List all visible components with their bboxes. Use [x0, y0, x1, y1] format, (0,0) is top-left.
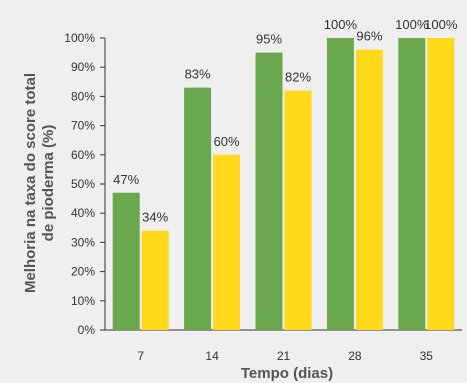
data-label: 95%	[256, 32, 282, 47]
data-label: 96%	[356, 29, 382, 44]
bar	[284, 90, 312, 330]
y-tick-label: 90%	[71, 60, 95, 74]
bar	[326, 38, 354, 330]
y-axis-title: Melhoria na taxa do score total de piode…	[22, 73, 57, 293]
y-tick-label: 100%	[64, 31, 95, 45]
y-tick-label: 30%	[71, 235, 95, 249]
y-tick-label: 20%	[71, 265, 95, 279]
x-tick-label: 7	[137, 349, 144, 363]
data-label: 100%	[424, 17, 458, 32]
bar	[355, 49, 383, 331]
y-tick-label: 70%	[71, 119, 95, 133]
y-tick-label: 50%	[71, 177, 95, 191]
bar	[255, 52, 283, 330]
data-label: 60%	[214, 134, 240, 149]
data-label: 82%	[285, 70, 311, 85]
bars-group	[112, 38, 455, 331]
y-tick-label: 40%	[71, 206, 95, 220]
bar	[427, 38, 455, 330]
x-tick-label: 35	[420, 349, 434, 363]
bar	[141, 230, 169, 330]
x-axis-title: Tempo (dias)	[241, 365, 333, 382]
bar	[213, 154, 241, 330]
y-axis-title-line-1: Melhoria na taxa do score total	[22, 73, 39, 293]
x-tick-label: 28	[348, 349, 362, 363]
y-tick-label: 60%	[71, 148, 95, 162]
bar	[398, 38, 426, 330]
data-label: 100%	[395, 17, 429, 32]
x-ticks-group: 7 14 21 28 35	[137, 349, 433, 363]
x-tick-label: 21	[277, 349, 291, 363]
bar	[112, 192, 140, 330]
data-label: 47%	[113, 172, 139, 187]
data-label: 100%	[324, 17, 358, 32]
y-ticks-group: 0% 10% 20% 30% 40% 50% 60% 70% 80% 90% 100%	[64, 31, 105, 337]
data-label: 83%	[185, 67, 211, 82]
data-label: 34%	[142, 210, 168, 225]
y-axis-title-line-2: de pioderma (%)	[40, 125, 57, 242]
y-tick-label: 10%	[71, 294, 95, 308]
data-labels-group: 47%34%83%60%95%82%100%96%100%100%	[113, 17, 458, 225]
y-tick-label: 0%	[78, 323, 96, 337]
x-tick-label: 14	[205, 349, 219, 363]
bar	[184, 87, 212, 330]
y-tick-label: 80%	[71, 89, 95, 103]
